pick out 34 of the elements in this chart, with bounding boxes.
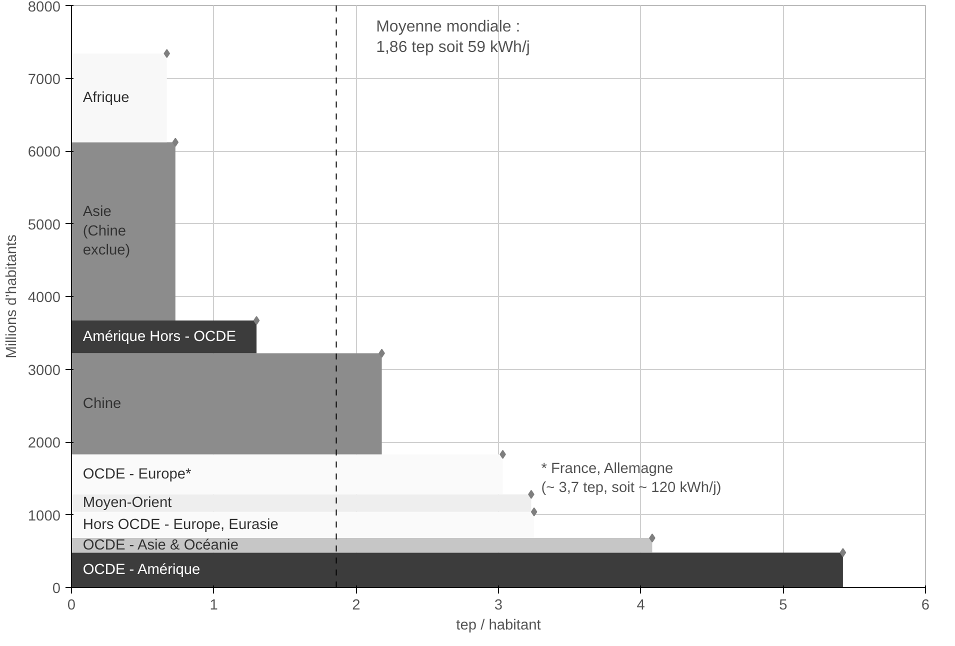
y-tick-label: 7000 <box>28 72 61 88</box>
x-tick-label: 6 <box>921 598 930 614</box>
y-axis-title: Millions d’habitants <box>4 234 20 358</box>
point <box>164 49 170 58</box>
point <box>172 138 179 147</box>
y-tick-label: 2000 <box>28 436 61 452</box>
y-tick-label: 8000 <box>28 0 61 16</box>
series-label: Chine <box>82 396 122 412</box>
point <box>253 316 260 326</box>
series-label: OCDE - Amérique <box>82 562 200 578</box>
y-tick-label: 4000 <box>28 290 61 306</box>
series-label: OCDE - Asie & Océanie <box>82 537 238 554</box>
x-tick-label: 0 <box>67 598 76 614</box>
ref-line-label: Moyenne mondiale : 1,86 tep soit 59 kWh/j <box>376 18 530 56</box>
x-tick-label: 2 <box>352 598 360 614</box>
series-label: Afrique <box>82 90 130 106</box>
series-label: Hors OCDE - Europe, Eurasie <box>82 516 278 533</box>
x-tick-label: 4 <box>636 598 645 614</box>
y-tick-label: 6000 <box>28 144 61 160</box>
series-label: Asie (Chine exclue) <box>82 204 130 259</box>
series-label: Amérique Hors - OCDE <box>82 328 236 345</box>
point <box>840 548 846 558</box>
x-tick-label: 1 <box>210 598 218 614</box>
series-label: OCDE - Europe* <box>82 466 192 482</box>
point <box>530 507 538 516</box>
x-tick-label: 3 <box>494 598 503 614</box>
annotation: * France, Allemagne (~ 3,7 tep, soit ~ 120 kWh/j) <box>541 460 722 496</box>
x-tick-label: 5 <box>779 598 788 614</box>
y-tick-label: 0 <box>52 581 61 597</box>
y-tick-label: 3000 <box>28 362 61 379</box>
y-tick-label: 5000 <box>28 217 61 234</box>
x-axis-title: tep / habitant <box>456 618 541 634</box>
series-label: Moyen-Orient <box>82 495 172 512</box>
y-tick-label: 1000 <box>28 508 61 524</box>
